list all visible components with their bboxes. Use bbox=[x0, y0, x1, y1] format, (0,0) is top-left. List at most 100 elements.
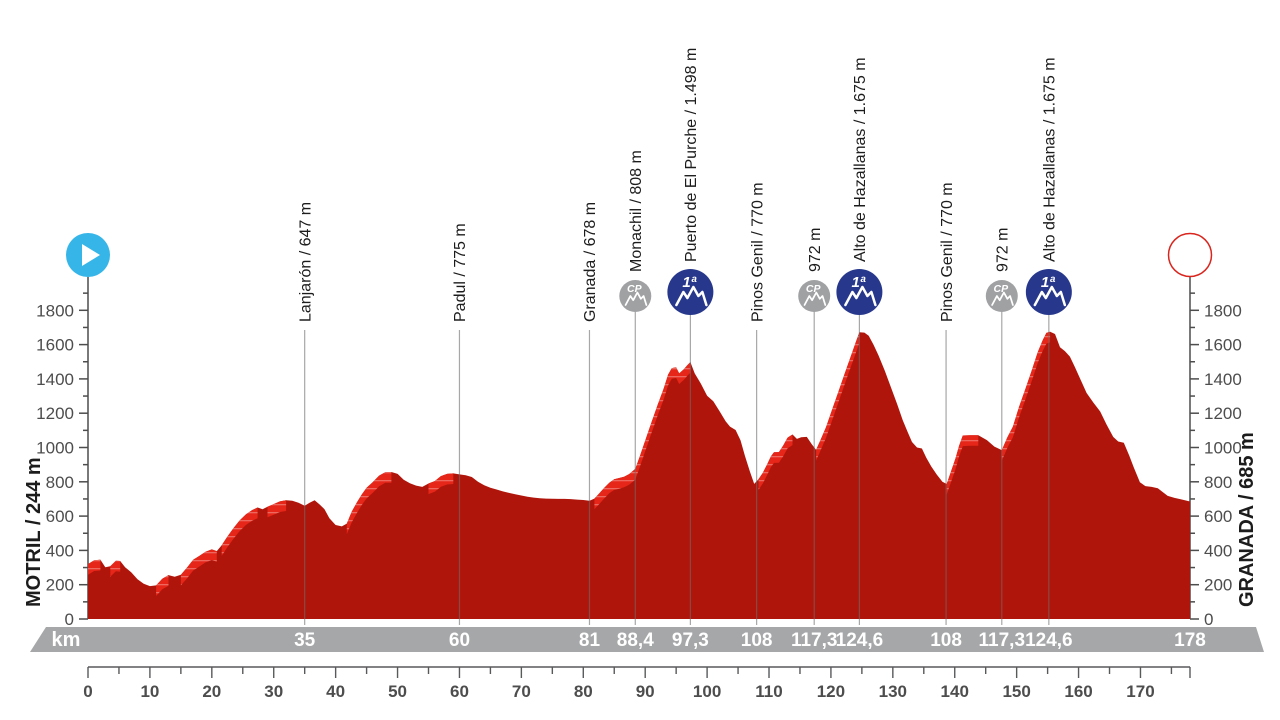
category-1-climb-icon: 1ª bbox=[667, 269, 714, 315]
km-band-value: 81 bbox=[579, 630, 601, 651]
climb-ribbon-hatch bbox=[156, 575, 169, 596]
waypoint-label: 972 m bbox=[995, 228, 1012, 272]
mountain-glyph bbox=[803, 291, 827, 306]
km-band-value: 88,4 bbox=[617, 630, 654, 651]
axis-tick-label: 800 bbox=[46, 473, 74, 492]
ruler-tick-label: 160 bbox=[1064, 682, 1092, 701]
axis-tick-label: 600 bbox=[1204, 507, 1232, 526]
waypoint-label: Pinos Genil / 770 m bbox=[939, 182, 956, 322]
axis-tick-label: 1600 bbox=[36, 336, 74, 355]
axis-tick-label: 1400 bbox=[1204, 370, 1242, 389]
waypoint-label: Granada / 678 m bbox=[582, 202, 599, 322]
km-band-value: 124,6 bbox=[1025, 630, 1073, 651]
mountain-glyph bbox=[1033, 285, 1067, 307]
ruler-tick-label: 100 bbox=[693, 682, 721, 701]
axis-tick-label: 200 bbox=[46, 576, 74, 595]
climb-icon-text: 1ª bbox=[1041, 274, 1055, 291]
climb-ribbon-hatch bbox=[267, 500, 287, 518]
play-triangle bbox=[82, 244, 100, 266]
waypoint-label: Puerto de El Purche / 1.498 m bbox=[683, 48, 700, 262]
ruler-tick-label: 20 bbox=[202, 682, 221, 701]
mountain-glyph bbox=[844, 285, 877, 307]
km-band-shape bbox=[30, 627, 1264, 652]
km-band-value: 97,3 bbox=[672, 630, 709, 651]
climb-ribbon-hatch bbox=[946, 435, 979, 495]
category-1-climb-icon: 1ª bbox=[1025, 269, 1072, 315]
waypoint-label: 972 m bbox=[807, 228, 824, 272]
ruler-tick-label: 60 bbox=[450, 682, 469, 701]
climb-ribbon-hatch bbox=[594, 362, 691, 510]
axis-tick-label: 1000 bbox=[1204, 439, 1242, 458]
ruler-tick-label: 150 bbox=[1002, 682, 1030, 701]
climb-icon-text: 1ª bbox=[851, 274, 865, 291]
climb-icon-text: CP bbox=[627, 283, 643, 295]
climb-ribbon-hatch bbox=[88, 559, 101, 575]
mountain-glyph bbox=[624, 291, 648, 306]
climb-ribbon-hatch bbox=[221, 507, 258, 556]
ruler-tick-label: 170 bbox=[1126, 682, 1154, 701]
km-band-unit-label: km bbox=[52, 629, 81, 651]
axis-tick-label: 600 bbox=[46, 507, 74, 526]
ruler-tick-label: 50 bbox=[388, 682, 407, 701]
climb-ribbon-hatch bbox=[110, 560, 121, 577]
ruler-tick-label: 130 bbox=[879, 682, 907, 701]
climb-ribbon-hatch bbox=[758, 434, 793, 490]
start-play-icon bbox=[66, 233, 110, 277]
km-band-value: 108 bbox=[930, 630, 962, 651]
axis-tick-label: 0 bbox=[1204, 610, 1213, 629]
axis-tick-label: 1600 bbox=[1204, 336, 1242, 355]
start-label: MOTRIL / 244 m bbox=[23, 457, 45, 607]
ruler-tick-label: 80 bbox=[574, 682, 593, 701]
waypoint-label: Lanjarón / 647 m bbox=[297, 202, 314, 322]
ruler-tick-label: 10 bbox=[140, 682, 159, 701]
km-band-value: 117,3 bbox=[791, 630, 838, 651]
waypoint-label: Alto de Hazallanas / 1.675 m bbox=[1042, 57, 1059, 262]
km-band-value: 108 bbox=[741, 630, 773, 651]
waypoint-label: Padul / 775 m bbox=[452, 223, 469, 322]
climb-ribbon-hatch bbox=[816, 332, 860, 461]
category-1-climb-icon: 1ª bbox=[836, 269, 883, 315]
climb-ribbon-hatch bbox=[428, 473, 454, 495]
axis-tick-label: 1000 bbox=[36, 439, 74, 458]
axis-tick-label: 800 bbox=[1204, 473, 1232, 492]
axis-tick-label: 1800 bbox=[1204, 301, 1242, 320]
mountain-glyph bbox=[675, 285, 708, 307]
ruler-tick-label: 90 bbox=[636, 682, 655, 701]
waypoint-label: Pinos Genil / 770 m bbox=[749, 182, 766, 322]
distance-ruler: 0 10 20 30 40 50 60 70 80 90 100 110 120 130 140 150 160… bbox=[83, 666, 1191, 701]
axis-tick-label: 400 bbox=[46, 541, 74, 560]
ruler-tick-label: 30 bbox=[264, 682, 283, 701]
ruler-tick-label: 140 bbox=[941, 682, 969, 701]
ruler-tick-label: 70 bbox=[512, 682, 531, 701]
climb-ribbon-hatch bbox=[1001, 331, 1051, 461]
ruler-tick-label: 40 bbox=[326, 682, 345, 701]
axis-tick-label: 1200 bbox=[36, 404, 74, 423]
km-band-value-finish: 178 bbox=[1174, 630, 1206, 651]
checkpoint-icon: CP bbox=[619, 280, 652, 312]
ruler-tick-label: 110 bbox=[755, 682, 782, 701]
climb-icon-text: CP bbox=[806, 283, 822, 295]
climb-icon-text: CP bbox=[993, 283, 1009, 295]
climb-icon-text: 1ª bbox=[682, 274, 696, 291]
axis-tick-label: 0 bbox=[65, 610, 74, 629]
km-band-value: 117,3 bbox=[979, 630, 1026, 651]
axis-tick-label: 1400 bbox=[36, 370, 74, 389]
ruler-tick-label: 120 bbox=[817, 682, 845, 701]
waypoints: Lanjarón / 647 m Padul / 775 m Granada / 6… bbox=[297, 48, 1072, 625]
axis-tick-label: 400 bbox=[1204, 541, 1232, 560]
climb-ribbon-hatch bbox=[180, 549, 217, 586]
elevation-axes: 0 200 400 600 800 1000 1200 1400 1600 1800 0 200 400… bbox=[36, 277, 1242, 629]
axis-tick-label: 1800 bbox=[36, 301, 74, 320]
km-band-value: 124,6 bbox=[836, 630, 884, 651]
km-band-value: 35 bbox=[294, 630, 316, 651]
climb-ribbon-hatch bbox=[346, 472, 392, 535]
checkpoint-icon: CP bbox=[798, 280, 831, 312]
waypoint-label: Alto de Hazallanas / 1.675 m bbox=[852, 57, 869, 262]
finish-checkered-icon bbox=[1167, 232, 1213, 278]
km-band-value: 60 bbox=[449, 630, 470, 651]
ruler-tick-label: 0 bbox=[83, 682, 92, 701]
axis-tick-label: 1200 bbox=[1204, 404, 1242, 423]
